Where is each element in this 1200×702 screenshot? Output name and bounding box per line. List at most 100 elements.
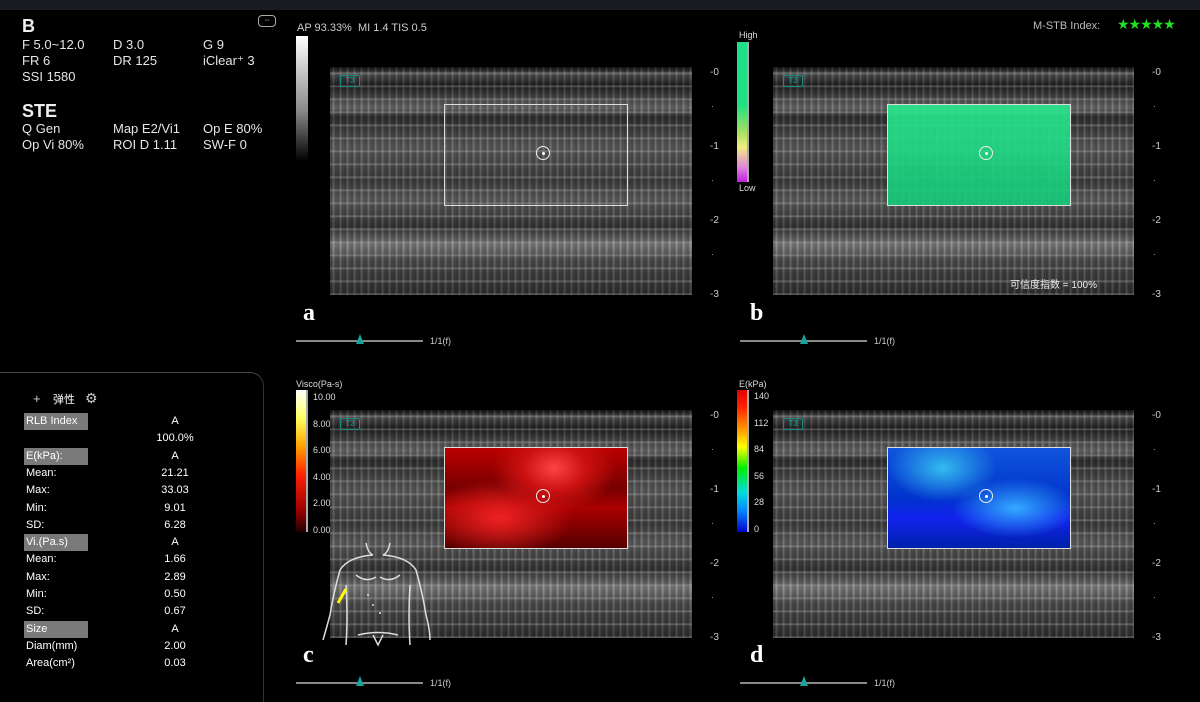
measurement-panel [0,372,264,702]
b-param: SSI 1580 [22,69,76,84]
depth-minor-tick: · [1153,519,1156,528]
measure-label: Area(cm²) [26,657,75,670]
depth-tick: -0 [1152,410,1161,421]
quality-color-bar [737,42,749,182]
e-tick: 84 [754,444,765,454]
cine-slider-thumb[interactable] [800,334,808,344]
measure-label: Size [24,620,88,638]
measure-value: 0.67 [164,605,186,618]
measure-label: Vi.(Pa.s) [24,534,88,552]
measure-value: 2.00 [164,639,186,652]
measure-value: 0.50 [164,588,186,600]
b-param: D 3.0 [113,37,145,52]
measure-value: A [171,415,179,427]
settings-gear-icon[interactable]: ⚙ [85,390,98,406]
measure-label: Mean: [26,553,57,566]
measure-value: 9.01 [164,501,186,514]
depth-tick: -0 [1152,67,1161,78]
e-tick: 56 [754,470,765,481]
depth-tick: -2 [1152,215,1161,226]
measure-label: E(kPa): [24,447,88,465]
roi-box[interactable] [444,447,628,549]
measure-value: 1.66 [164,553,186,566]
depth-minor-tick: · [711,519,714,528]
depth-minor-tick: · [711,250,714,259]
measure-label: Min: [26,588,47,600]
body-marker-diagram [322,542,431,647]
depth-tick: -3 [1152,289,1161,300]
visco-tick: 0.00 [313,524,331,535]
cine-slider-thumb[interactable] [800,676,808,686]
panel-label: c [303,642,314,668]
confidence-index: 可信度指数 = 100% [1010,280,1097,291]
measure-value: 0.03 [164,657,186,670]
frame-counter: 1/1(f) [430,678,452,688]
visco-tick: 10.00 [313,392,336,402]
depth-minor-tick: · [711,593,714,602]
quality-low-label: Low [739,183,756,193]
measure-value: 6.28 [164,518,186,531]
ste-title: STE [22,101,58,121]
depth-tick: -1 [710,141,719,152]
ste-param: Q Gen [22,121,61,136]
measure-value: 100.0% [156,432,194,445]
ultrasound-image-a[interactable] [330,67,692,295]
e-tick: 28 [754,497,765,507]
frame-counter: 1/1(f) [430,336,452,346]
ste-param: SW-F 0 [203,137,247,152]
measure-label: Min: [26,501,47,514]
depth-tick: -3 [1152,632,1161,643]
mstb-stars: ★★★★★ [1117,16,1176,32]
transducer-tag: T3 [340,75,360,87]
visco-color-bar [296,390,308,532]
roi-box[interactable] [444,104,628,206]
depth-tick: -1 [1152,141,1161,152]
b-param: F 5.0~12.0 [22,37,85,52]
depth-tick: -2 [710,558,719,569]
b-param: DR 125 [113,53,158,68]
measure-value: 33.03 [161,484,189,497]
e-color-bar [737,390,749,532]
cine-slider-thumb[interactable] [356,334,364,344]
depth-minor-tick: · [1153,176,1156,185]
add-icon[interactable]: + [33,391,41,406]
visco-tick: 8.00 [313,418,331,429]
cine-slider-thumb[interactable] [356,676,364,686]
e-tick: 140 [754,391,770,401]
crosshair-cursor[interactable] [979,489,993,503]
depth-minor-tick: · [711,445,714,454]
panel-label: d [750,642,764,668]
depth-minor-tick: · [711,102,714,111]
measure-label: SD: [26,605,45,618]
frame-counter: 1/1(f) [874,678,896,688]
measure-label: Mean: [26,466,57,479]
visco-tick: 4.00 [313,471,331,482]
depth-minor-tick: · [1153,102,1156,111]
quality-high-label: High [739,30,758,40]
measure-label: Max: [26,570,50,583]
top-bar [0,0,1200,10]
depth-tick: -1 [1152,484,1161,495]
b-mode-title: B [22,16,35,36]
crosshair-cursor[interactable] [536,489,550,503]
e-tick: 0 [754,523,760,534]
measure-label: SD: [26,518,45,531]
probe-icon[interactable]: ⇔ [258,15,276,27]
b-param: iClear⁺ 3 [203,53,255,68]
depth-tick: -3 [710,289,719,300]
visco-tick: 2.00 [313,498,331,508]
depth-minor-tick: · [1153,250,1156,259]
measure-value: A [171,449,179,462]
measure-label: RLB Index [24,413,88,431]
crosshair-cursor[interactable] [536,146,550,160]
b-param: G 9 [203,37,224,52]
measure-label [24,430,88,447]
depth-minor-tick: · [1153,445,1156,454]
acoustic-output: AP 93.33% MI 1.4 TIS 0.5 [297,22,427,34]
depth-minor-tick: · [711,176,714,185]
depth-tick: -2 [710,215,719,226]
depth-tick: -1 [710,484,719,495]
e-tick: 112 [754,417,769,428]
visco-bar-title: Visco(Pa-s) [296,379,343,389]
crosshair-cursor[interactable] [979,146,993,160]
